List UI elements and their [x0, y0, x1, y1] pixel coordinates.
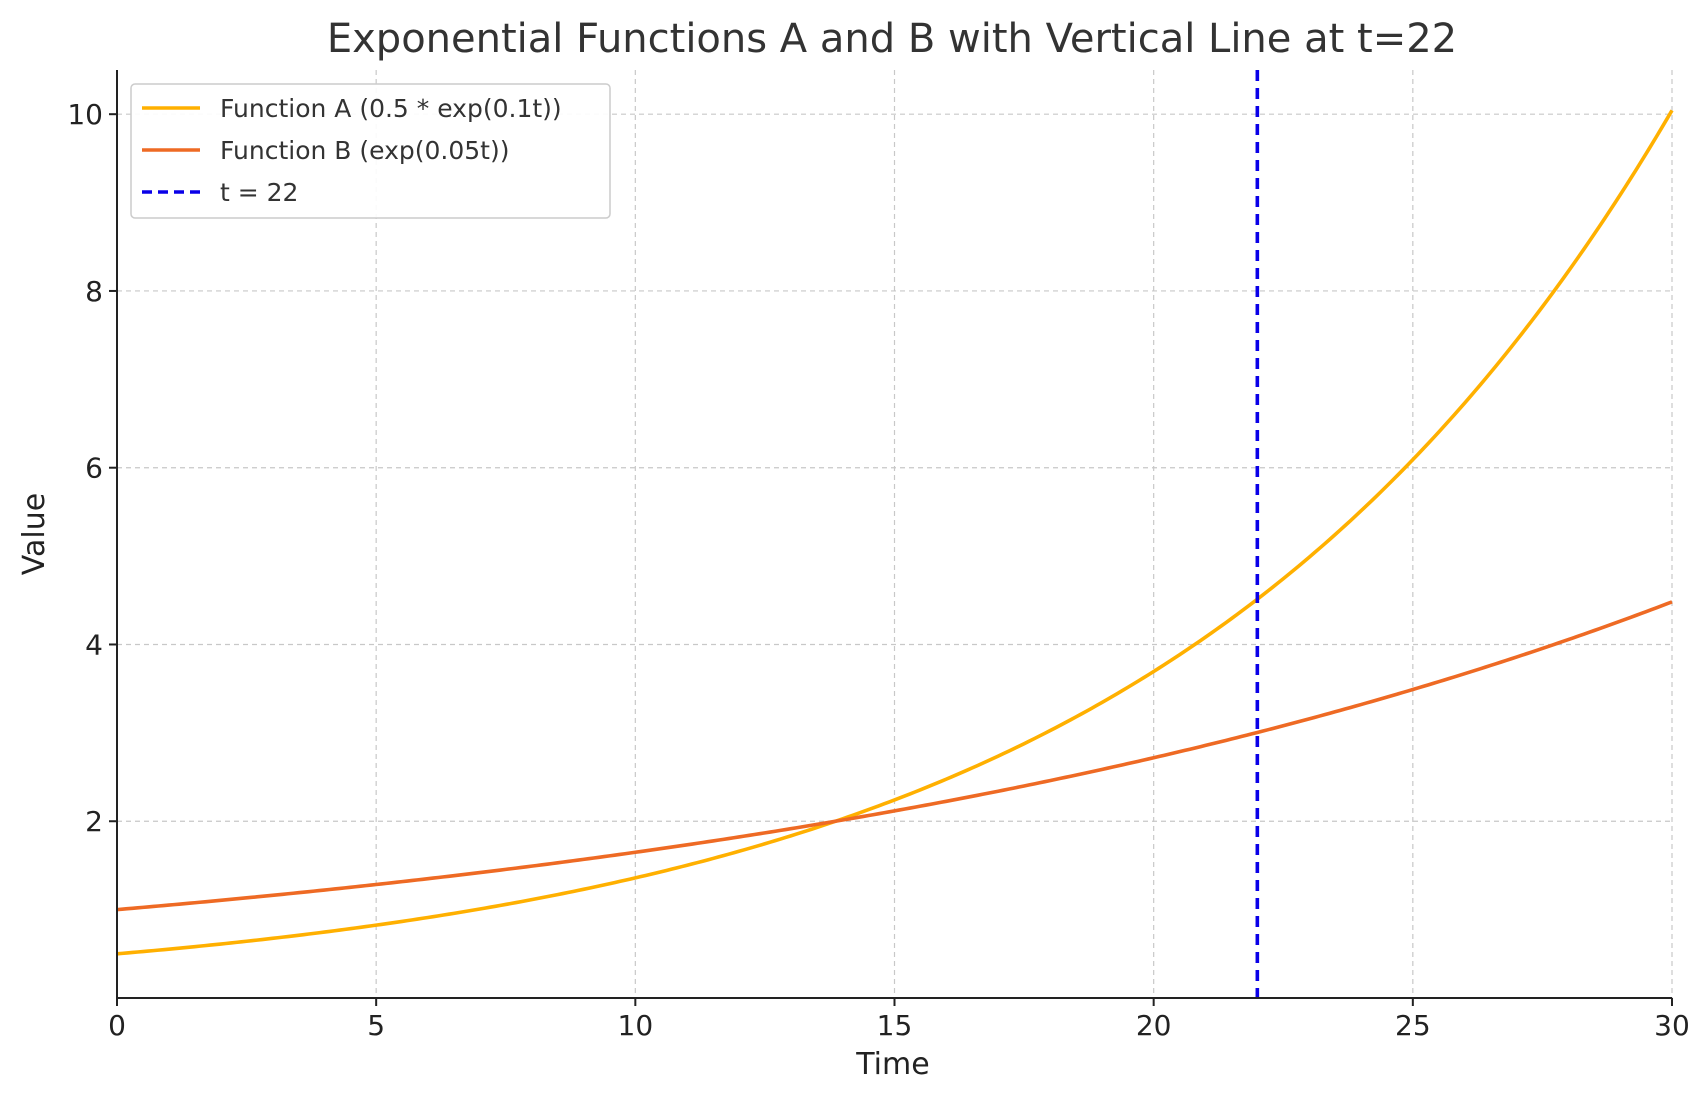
series-line-function-a — [116, 109, 1674, 956]
chart-title: Exponential Functions A and B with Verti… — [327, 16, 1457, 62]
legend-box — [130, 83, 611, 219]
y-axis-ticks: 2 4 6 8 10 — [67, 98, 117, 838]
x-tick-label-25: 25 — [1395, 1009, 1431, 1042]
x-axis-ticks: 0 5 10 15 20 25 30 — [108, 998, 1690, 1042]
x-axis-label: Time — [855, 1047, 929, 1082]
x-tick-label-5: 5 — [367, 1009, 385, 1042]
y-tick-label-8: 8 — [85, 275, 103, 308]
series-line-function-b — [116, 600, 1673, 912]
plot-area — [116, 70, 1674, 998]
y-tick-label-2: 2 — [85, 805, 103, 838]
legend-label-function-b: Function B (exp(0.05t)) — [220, 136, 509, 165]
x-tick-label-20: 20 — [1136, 1009, 1172, 1042]
x-tick-label-10: 10 — [618, 1009, 654, 1042]
y-tick-label-10: 10 — [67, 98, 103, 131]
legend-label-vertical-line: t = 22 — [220, 178, 298, 207]
x-tick-label-15: 15 — [877, 1009, 913, 1042]
y-tick-label-4: 4 — [85, 628, 103, 661]
x-tick-label-30: 30 — [1654, 1009, 1690, 1042]
x-tick-label-0: 0 — [108, 1009, 126, 1042]
legend: Function A (0.5 * exp(0.1t)) Function B … — [130, 83, 611, 219]
grid-lines — [117, 70, 1673, 998]
legend-label-function-a: Function A (0.5 * exp(0.1t)) — [220, 94, 562, 123]
y-axis-label: Value — [17, 493, 52, 575]
y-tick-label-6: 6 — [85, 452, 103, 485]
